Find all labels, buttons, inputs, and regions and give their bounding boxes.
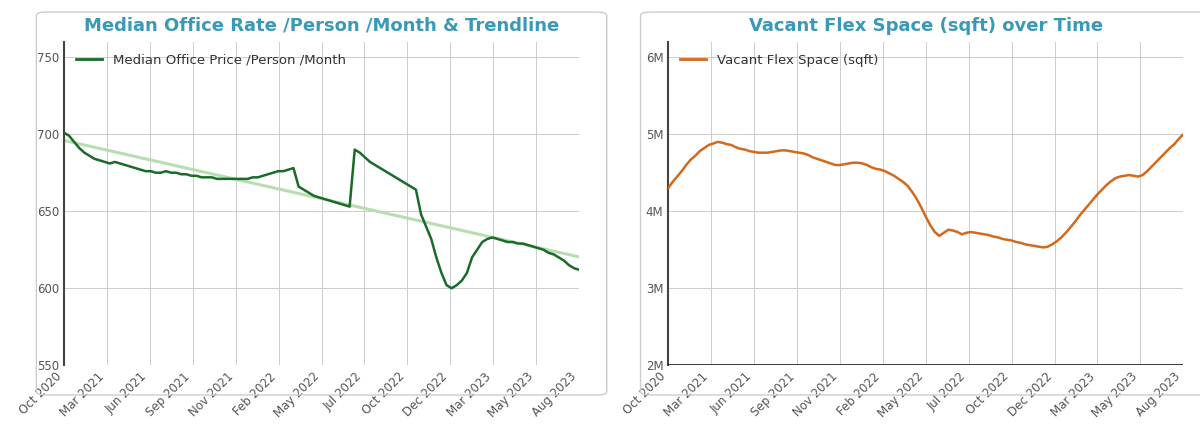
Title: Median Office Rate /Person /Month & Trendline: Median Office Rate /Person /Month & Tren…	[84, 17, 559, 35]
Legend: Median Office Price /Person /Month: Median Office Price /Person /Month	[71, 49, 352, 72]
Title: Vacant Flex Space (sqft) over Time: Vacant Flex Space (sqft) over Time	[749, 17, 1103, 35]
Legend: Vacant Flex Space (sqft): Vacant Flex Space (sqft)	[674, 49, 883, 72]
